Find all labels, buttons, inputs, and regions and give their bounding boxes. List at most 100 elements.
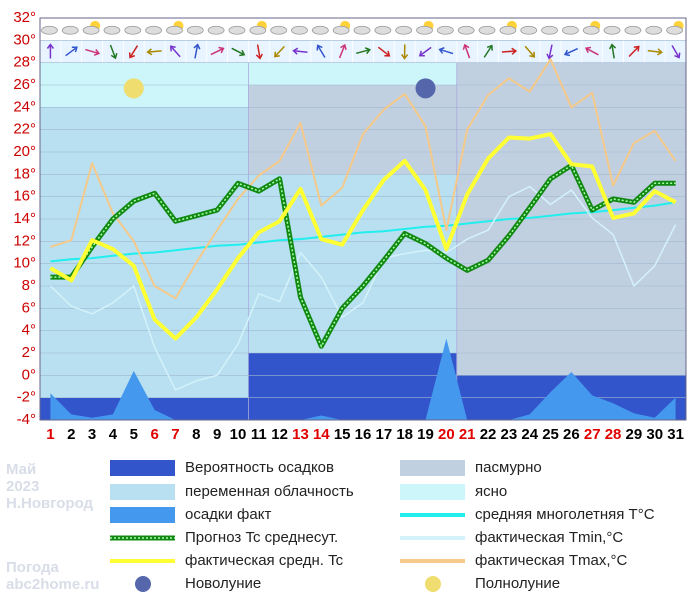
cloud-icon (271, 26, 287, 34)
x-tick-label: 13 (292, 426, 309, 443)
x-tick-label: 10 (230, 426, 247, 443)
x-tick-label: 8 (192, 426, 200, 443)
y-tick-label: -2° (17, 389, 36, 406)
cloud-icon (291, 26, 307, 34)
legend-swatch (110, 460, 175, 476)
x-tick-label: 18 (396, 426, 413, 443)
x-tick-label: 27 (584, 426, 601, 443)
legend-swatch (400, 484, 465, 500)
x-tick-label: 14 (313, 426, 330, 443)
cloud-icon (604, 26, 620, 34)
x-tick-label: 12 (271, 426, 288, 443)
y-tick-label: 20° (13, 143, 36, 160)
y-tick-label: 22° (13, 121, 36, 138)
cloud-icon (333, 26, 349, 34)
y-tick-label: 4° (22, 322, 36, 339)
y-tick-label: 14° (13, 210, 36, 227)
legend-label: ясно (475, 483, 507, 500)
watermark: Погода (6, 559, 59, 576)
legend-label: Прогноз Tc среднесут. (185, 529, 338, 546)
legend-label: средняя многолетняя T°C (475, 506, 655, 523)
cloud-icon (104, 26, 120, 34)
y-tick-label: 28° (13, 54, 36, 71)
cloud-icon (562, 26, 578, 34)
cloud-icon (500, 26, 516, 34)
x-tick-label: 16 (355, 426, 372, 443)
cloud-icon (437, 26, 453, 34)
y-tick-label: 2° (22, 344, 36, 361)
legend-label: фактическая Tmin,°C (475, 529, 623, 546)
cloud-icon (354, 26, 370, 34)
y-tick-label: 8° (22, 277, 36, 294)
x-tick-label: 3 (88, 426, 96, 443)
x-tick-label: 29 (626, 426, 643, 443)
x-tick-label: 30 (646, 426, 663, 443)
x-tick-label: 28 (605, 426, 622, 443)
y-tick-label: 26° (13, 76, 36, 93)
cloud-icon (229, 26, 245, 34)
x-tick-label: 5 (130, 426, 138, 443)
cloud-icon (396, 26, 412, 34)
y-tick-label: 6° (22, 299, 36, 316)
x-tick-label: 17 (375, 426, 392, 443)
x-tick-label: 22 (480, 426, 497, 443)
legend-label: Вероятность осадков (185, 459, 334, 476)
x-tick-label: 11 (251, 426, 267, 443)
x-tick-label: 24 (521, 426, 538, 443)
cloud-icon (166, 26, 182, 34)
y-tick-label: 10° (13, 255, 36, 272)
cloud-icon (146, 26, 162, 34)
y-tick-label: 24° (13, 98, 36, 115)
x-tick-label: 4 (109, 426, 118, 443)
period-area (248, 353, 456, 420)
cloud-icon (62, 26, 78, 34)
cloud-icon (41, 26, 57, 34)
legend-swatch (110, 507, 175, 523)
y-tick-label: 32° (13, 9, 36, 26)
x-tick-label: 19 (417, 426, 434, 443)
legend-label: пасмурно (475, 459, 542, 476)
cloud-icon (521, 26, 537, 34)
x-tick-label: 26 (563, 426, 580, 443)
y-tick-label: 16° (13, 188, 36, 205)
cloud-icon (542, 26, 558, 34)
watermark: Май (6, 461, 36, 478)
x-tick-label: 6 (150, 426, 158, 443)
cloud-icon (375, 26, 391, 34)
x-tick-label: 2 (67, 426, 75, 443)
cloud-icon (479, 26, 495, 34)
x-tick-label: 31 (667, 426, 684, 443)
cloud-icon (187, 26, 203, 34)
cloud-icon (583, 26, 599, 34)
legend-swatch (110, 484, 175, 500)
moon (416, 78, 436, 98)
cloud-icon (458, 26, 474, 34)
x-tick-label: 7 (171, 426, 179, 443)
watermark: 2023 (6, 478, 39, 495)
legend-label: переменная облачность (185, 483, 354, 500)
watermark: Н.Новгород (6, 495, 94, 512)
cloud-icon (646, 26, 662, 34)
moon (124, 78, 144, 98)
cloud-icon (125, 26, 141, 34)
watermark: abc2home.ru (6, 576, 99, 593)
cloud-icon (417, 26, 433, 34)
cloud-icon (83, 26, 99, 34)
y-tick-label: 12° (13, 232, 36, 249)
y-tick-label: 18° (13, 165, 36, 182)
legend-swatch (135, 576, 151, 592)
x-tick-label: 23 (501, 426, 518, 443)
x-tick-label: 1 (46, 426, 54, 443)
x-tick-label: 9 (213, 426, 221, 443)
y-tick-label: 30° (13, 31, 36, 48)
cloud-icon (208, 26, 224, 34)
legend-label: Полнолуние (475, 575, 560, 592)
x-tick-label: 21 (459, 426, 476, 443)
legend-label: фактическая Tmax,°C (475, 552, 628, 569)
x-tick-label: 15 (334, 426, 351, 443)
y-tick-label: -4° (17, 411, 36, 428)
cloud-icon (667, 26, 683, 34)
cloud-icon (250, 26, 266, 34)
legend-swatch (425, 576, 441, 592)
